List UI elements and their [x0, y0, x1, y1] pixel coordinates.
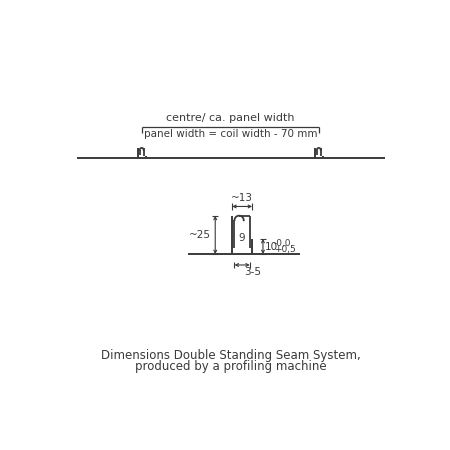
Text: panel width = coil width - 70 mm: panel width = coil width - 70 mm [144, 129, 317, 139]
Text: 9: 9 [239, 234, 246, 243]
Text: +0,5: +0,5 [274, 245, 296, 254]
Text: -0,0: -0,0 [274, 239, 291, 248]
Text: ~25: ~25 [189, 230, 211, 240]
Text: ~13: ~13 [231, 193, 253, 202]
Text: Dimensions Double Standing Seam System,: Dimensions Double Standing Seam System, [101, 349, 360, 362]
Text: produced by a profiling machine: produced by a profiling machine [135, 360, 326, 373]
Text: 3-5: 3-5 [244, 266, 261, 276]
Text: 10: 10 [265, 242, 279, 252]
Text: centre/ ca. panel width: centre/ ca. panel width [166, 113, 295, 123]
